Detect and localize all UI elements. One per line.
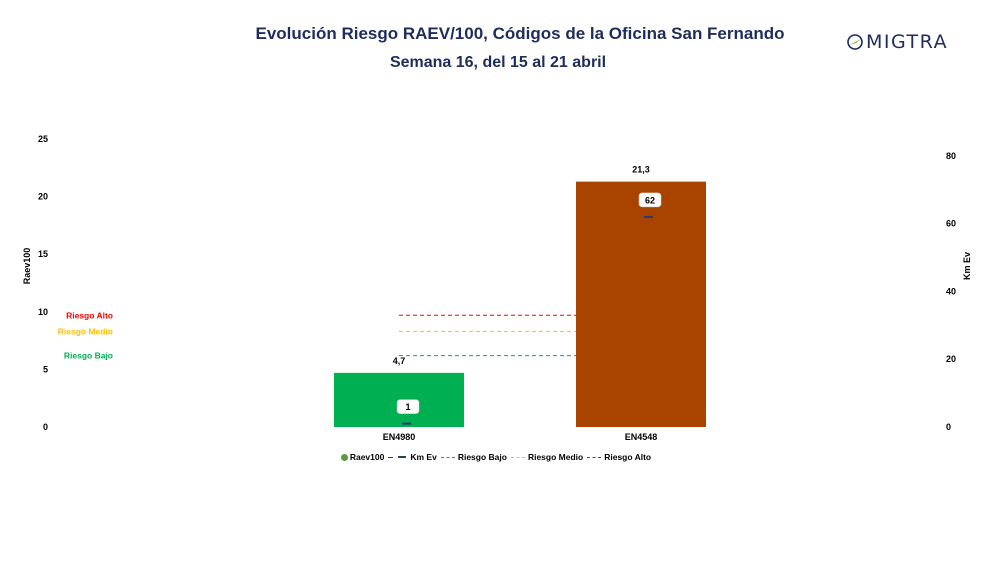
legend-line-icon bbox=[398, 456, 407, 458]
migtra-logo: MIGTRA bbox=[846, 30, 948, 54]
legend-dot-icon bbox=[340, 453, 348, 461]
legend-item-riesgo-bajo: Riesgo Bajo bbox=[440, 452, 507, 462]
y-tick-label-left: 20 bbox=[38, 192, 48, 202]
km-value-label: 62 bbox=[645, 195, 655, 205]
y-tick-label-left: 15 bbox=[38, 249, 48, 259]
chart-legend: Raev100 Km Ev Riesgo Bajo Riesgo Medio R… bbox=[0, 452, 996, 462]
legend-label: Riesgo Bajo bbox=[457, 452, 507, 462]
legend-dash-icon bbox=[510, 456, 525, 458]
legend-item-riesgo-alto: Riesgo Alto bbox=[587, 452, 651, 462]
y-tick-label-right: 0 bbox=[946, 422, 951, 432]
legend-label: Km Ev bbox=[410, 452, 437, 462]
x-tick-label: EN4980 bbox=[383, 432, 416, 442]
legend-dash-icon bbox=[388, 456, 394, 458]
km-series: 1 62 bbox=[396, 192, 662, 425]
legend-label: Raev100 bbox=[349, 452, 385, 462]
bar-value-label: 21,3 bbox=[632, 165, 650, 175]
y-axis-left: 0 5 10 15 20 25 bbox=[38, 134, 48, 432]
legend-label: Riesgo Medio bbox=[527, 452, 584, 462]
x-axis: EN4980 EN4548 bbox=[383, 432, 658, 442]
legend-dash-icon bbox=[587, 456, 602, 458]
bar-series: 4,7 21,3 bbox=[334, 165, 706, 427]
legend-item-riesgo-medio: Riesgo Medio bbox=[510, 452, 584, 462]
legend-label: Riesgo Alto bbox=[604, 452, 652, 462]
threshold-label-riesgo-alto: Riesgo Alto bbox=[66, 310, 113, 320]
km-value-label: 1 bbox=[405, 402, 410, 412]
legend-item-km-ev: Km Ev bbox=[388, 452, 437, 462]
km-label-badge bbox=[638, 192, 662, 208]
threshold-lines: Riesgo Alto Riesgo Medio Riesgo Bajo bbox=[58, 310, 649, 361]
y-axis-right-label: Km Ev bbox=[962, 252, 972, 280]
chart-title: Evolución Riesgo RAEV/100, Códigos de la… bbox=[255, 24, 785, 43]
y-axis-right: 0 20 40 60 80 bbox=[946, 151, 956, 432]
km-label-badge bbox=[396, 399, 420, 414]
y-tick-label-right: 20 bbox=[946, 354, 956, 364]
y-tick-label-left: 5 bbox=[43, 364, 48, 374]
bar-en4548 bbox=[576, 181, 706, 427]
y-tick-label-right: 60 bbox=[946, 219, 956, 229]
logo-mark-icon bbox=[847, 34, 863, 50]
chart-subtitle: Semana 16, del 15 al 21 abril bbox=[389, 54, 607, 71]
y-tick-label-right: 40 bbox=[946, 286, 956, 296]
y-tick-label-left: 0 bbox=[43, 422, 48, 432]
logo-text: MIGTRA bbox=[866, 31, 949, 53]
legend-item-raev100: Raev100 bbox=[340, 452, 385, 462]
y-axis-left-label: Raev100 bbox=[22, 248, 32, 285]
x-tick-label: EN4548 bbox=[625, 432, 658, 442]
legend-dash-icon bbox=[440, 456, 455, 458]
threshold-label-riesgo-medio: Riesgo Medio bbox=[58, 326, 113, 336]
y-tick-label-left: 25 bbox=[38, 134, 48, 144]
y-tick-label-left: 10 bbox=[38, 307, 48, 317]
y-tick-label-right: 80 bbox=[946, 151, 956, 161]
threshold-label-riesgo-bajo: Riesgo Bajo bbox=[64, 351, 113, 361]
bar-value-label: 4,7 bbox=[393, 356, 406, 366]
